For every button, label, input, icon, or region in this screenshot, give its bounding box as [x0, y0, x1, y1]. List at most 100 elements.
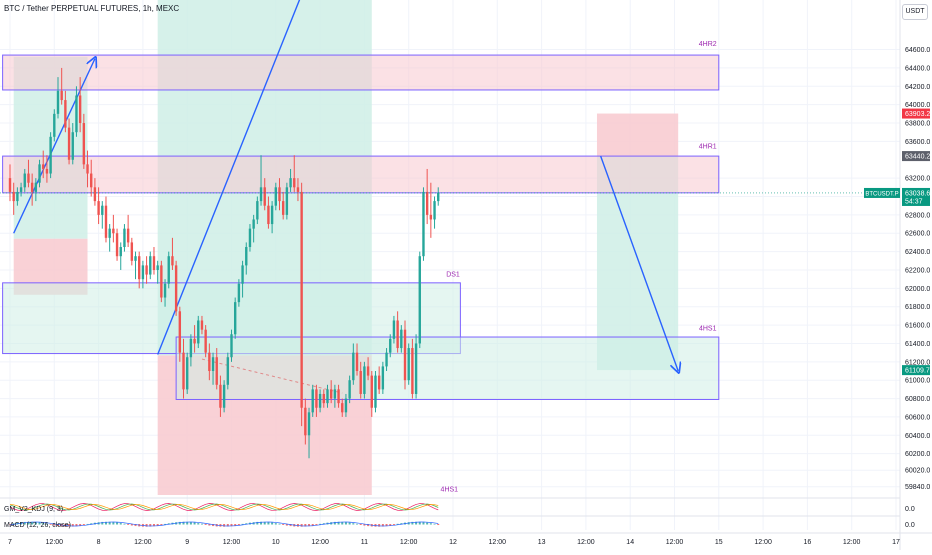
currency-button[interactable]: USDT [902, 4, 928, 20]
candle-body [12, 191, 15, 202]
candle-body [222, 384, 226, 408]
price-tick-label: 62000.0 [905, 286, 930, 293]
macd-histogram-bar [348, 522, 351, 525]
candle-body [182, 352, 185, 390]
candle-body [322, 393, 325, 404]
time-tick-label: 12:00 [577, 539, 595, 546]
candle-body [407, 348, 410, 381]
macd-histogram-bar [186, 521, 189, 525]
macd-histogram-bar [56, 524, 59, 527]
kdj-line-d [9, 504, 439, 510]
candle-body [300, 191, 303, 408]
candle-body [396, 320, 399, 349]
indicator-label: MACD (12, 26, close) [4, 522, 71, 529]
macd-histogram-bar [223, 524, 226, 527]
price-tick-label: 61800.0 [905, 304, 930, 311]
price-tag [902, 187, 930, 206]
candle-body [38, 164, 41, 183]
macd-histogram-bar [75, 524, 78, 527]
candle-body [219, 384, 222, 408]
zone-label: DS1 [446, 271, 460, 278]
price-tick-label: 62600.0 [905, 231, 930, 238]
macd-histogram-bar [53, 524, 56, 526]
candle-body [64, 100, 67, 128]
time-tick-label: 12:00 [843, 539, 861, 546]
macd-histogram-bar [42, 523, 45, 525]
candle-body [363, 366, 366, 394]
macd-histogram-bar [319, 523, 322, 525]
macd-histogram-bar [86, 523, 89, 525]
time-tick-label: 12:00 [489, 539, 507, 546]
candle-body [241, 265, 244, 284]
time-tick-label: 17 [892, 539, 900, 546]
candle-body [259, 187, 263, 202]
macd-histogram-bar [241, 523, 244, 525]
macd-histogram-bar [31, 521, 34, 525]
symbol-tag-label: BTCUSDT.P [865, 191, 898, 197]
candle-body [163, 283, 167, 298]
price-tick-label: 61400.0 [905, 341, 930, 348]
macd-line [9, 521, 439, 527]
candle-body [425, 191, 429, 215]
candle-body [19, 187, 23, 192]
macd-histogram-bar [145, 524, 148, 527]
candle-body [149, 256, 152, 275]
price-tick-label: 60200.0 [905, 451, 930, 458]
candle-body [186, 357, 189, 390]
price-tick-label: 61000.0 [905, 378, 930, 385]
candle-body [78, 95, 82, 124]
candle-body [204, 329, 207, 353]
macd-histogram-bar [182, 521, 185, 525]
candle-body [355, 352, 359, 372]
macd-histogram-bar [304, 524, 307, 527]
price-tag-label: 63903.2 [905, 111, 930, 118]
macd-histogram-bar [333, 521, 336, 525]
price-tag [902, 151, 930, 162]
macd-histogram-bar [245, 523, 248, 525]
macd-histogram-bar [422, 522, 425, 525]
macd-histogram-bar [311, 524, 314, 526]
candle-body [16, 191, 19, 202]
macd-histogram-bar [411, 521, 414, 525]
candle-body [248, 228, 252, 248]
macd-histogram-bar [234, 524, 237, 526]
macd-histogram-bar [381, 524, 384, 527]
macd-histogram-bar [363, 524, 366, 526]
macd-histogram-bar [152, 524, 155, 527]
macd-histogram-bar [71, 524, 74, 527]
macd-histogram-bar [337, 521, 340, 525]
macd-histogram-bar [23, 521, 26, 525]
time-tick-label: 12:00 [134, 539, 152, 546]
candle-body [97, 201, 100, 215]
candle-body [333, 389, 337, 399]
candle-body [429, 214, 433, 220]
candle-body [392, 320, 396, 339]
candle-body [167, 256, 170, 284]
candle-body [130, 242, 134, 261]
candle-body [138, 256, 141, 280]
candle-body [141, 265, 145, 280]
macd-histogram-bar [82, 524, 85, 526]
candle-body [307, 412, 311, 436]
macd-histogram-bar [9, 524, 11, 525]
macd-histogram-bar [116, 522, 119, 525]
macd-histogram-bar [352, 523, 355, 525]
time-tick-label: 12 [449, 539, 457, 546]
indicator-label: GM_V2_KDJ (9, 3) [4, 506, 63, 513]
candle-body [8, 178, 12, 192]
candle-body [27, 173, 30, 183]
candle-body [414, 343, 418, 394]
candle-body [49, 136, 52, 174]
macd-histogram-bar [282, 524, 285, 525]
macd-histogram-bar [230, 524, 233, 527]
macd-histogram-bar [341, 521, 344, 525]
price-tick-label: 60020.0 [905, 468, 930, 475]
price-tag-label: 63038.6 [905, 190, 930, 197]
candle-body [152, 256, 156, 270]
candle-body [400, 329, 403, 349]
macd-histogram-bar [260, 521, 263, 525]
macd-histogram-bar [164, 523, 167, 525]
trend-line [201, 358, 343, 394]
